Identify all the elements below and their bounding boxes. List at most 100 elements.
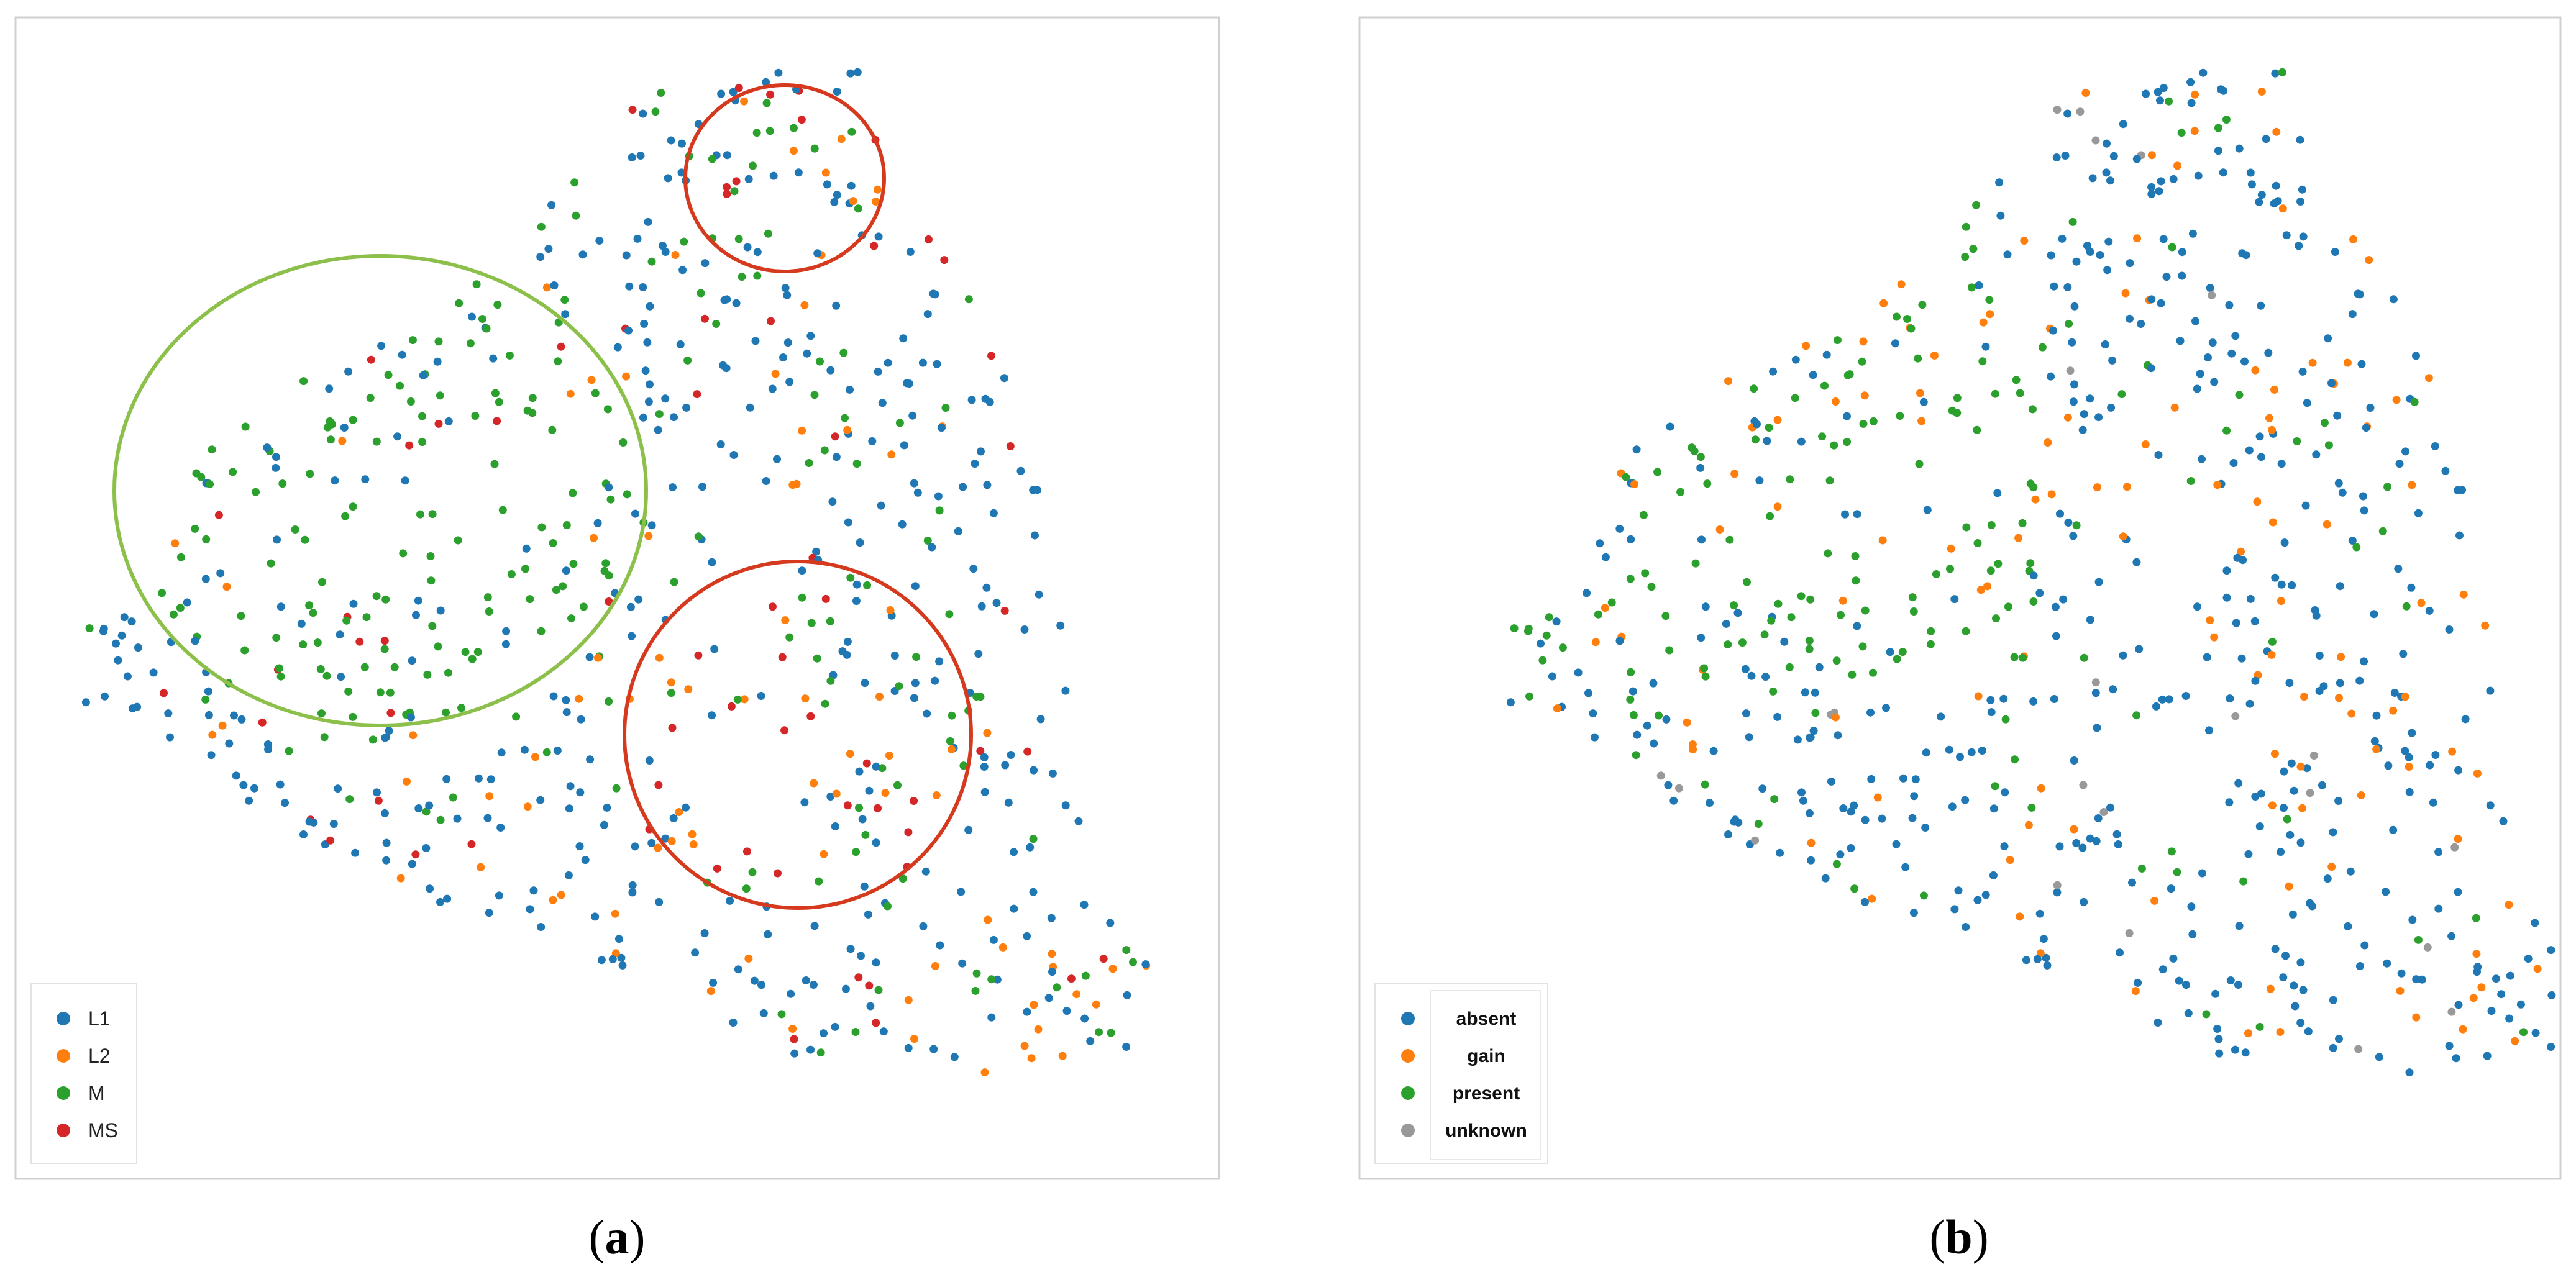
scatter-point: [647, 838, 656, 847]
scatter-point: [444, 668, 452, 677]
scatter-point: [868, 437, 877, 445]
scatter-point: [403, 777, 411, 786]
scatter-point: [2070, 756, 2078, 765]
scatter-point: [1995, 178, 2004, 187]
scatter-point: [562, 566, 570, 575]
scatter-point: [1831, 713, 1840, 722]
scatter-point: [1751, 836, 1760, 845]
scatter-point: [1967, 283, 1976, 292]
scatter-point: [655, 410, 664, 419]
scatter-point: [2079, 781, 2088, 789]
scatter-point: [2288, 910, 2297, 919]
scatter-point: [839, 348, 848, 357]
scatter-point: [849, 197, 857, 206]
scatter-point: [1946, 565, 1954, 573]
scatter-point: [2047, 251, 2055, 260]
scatter-point: [1962, 923, 1970, 931]
scatter-point: [1909, 607, 1918, 616]
scatter-point: [1992, 614, 2000, 623]
scatter-point: [382, 838, 391, 847]
scatter-point: [1524, 627, 1532, 635]
scatter-point: [376, 688, 385, 697]
scatter-point: [631, 842, 639, 851]
scatter-point: [2492, 974, 2500, 983]
scatter-point: [813, 654, 821, 663]
scatter-point: [401, 476, 409, 485]
scatter-point: [2029, 697, 2038, 706]
scatter-point: [856, 538, 864, 547]
scatter-point: [964, 825, 973, 834]
scatter-point: [2378, 527, 2387, 535]
scatter-point: [1978, 357, 1987, 366]
scatter-point: [1594, 610, 1602, 619]
scatter-point: [810, 391, 819, 399]
scatter-point: [2429, 798, 2437, 807]
legend-label-MS: MS: [88, 1119, 118, 1142]
scatter-point: [585, 653, 594, 661]
scatter-point: [1095, 1028, 1103, 1037]
scatter-point: [1506, 698, 1515, 707]
scatter-point: [2240, 357, 2249, 366]
scatter-point: [708, 558, 716, 566]
scatter-point: [654, 781, 663, 789]
scatter-point: [820, 1029, 828, 1038]
scatter-point: [618, 961, 627, 970]
scatter-point: [2283, 815, 2291, 824]
scatter-point: [436, 815, 445, 824]
scatter-point: [436, 606, 445, 615]
scatter-point: [229, 468, 237, 476]
scatter-point: [171, 539, 180, 548]
scatter-point: [639, 109, 647, 118]
scatter-point: [1898, 648, 1907, 656]
scatter-point: [523, 802, 532, 811]
scatter-point: [2298, 185, 2306, 194]
scatter-point: [865, 786, 874, 795]
scatter-point: [531, 753, 539, 761]
scatter-point: [846, 573, 855, 582]
scatter-point: [785, 633, 794, 642]
scatter-point: [647, 521, 656, 530]
scatter-point: [794, 168, 803, 177]
scatter-point: [2147, 183, 2156, 191]
scatter-point: [2324, 441, 2333, 450]
scatter-point: [1552, 617, 1561, 626]
scatter-point: [2094, 413, 2103, 422]
scatter-point: [2204, 353, 2212, 361]
legend-a: L1 L2 M MS: [30, 983, 137, 1164]
scatter-point: [1996, 211, 2005, 220]
scatter-point: [1615, 637, 1624, 645]
scatter-point: [2405, 788, 2414, 796]
scatter-point: [2426, 761, 2434, 770]
scatter-point: [495, 398, 503, 406]
scatter-point: [160, 689, 168, 697]
scatter-point: [491, 389, 500, 398]
scatter-point: [2441, 466, 2450, 475]
scatter-point: [843, 801, 852, 810]
scatter-point: [1080, 1014, 1089, 1023]
scatter-point: [2349, 235, 2357, 243]
scatter-point: [526, 905, 534, 914]
scatter-point: [2323, 874, 2332, 883]
scatter-point: [657, 89, 665, 97]
scatter-point: [843, 425, 852, 434]
scatter-point: [1962, 523, 1971, 532]
scatter-point: [1806, 595, 1815, 604]
scatter-point: [1123, 991, 1131, 999]
scatter-point: [733, 695, 742, 704]
scatter-point: [2255, 1022, 2264, 1031]
scatter-point: [272, 634, 281, 642]
scatter-point: [759, 1009, 768, 1017]
scatter-point: [2279, 973, 2288, 982]
scatter-point: [2519, 1028, 2528, 1037]
scatter-point: [810, 779, 818, 788]
scatter-point: [208, 445, 216, 454]
scatter-point: [912, 653, 921, 661]
scatter-point: [549, 896, 557, 904]
scatter-point: [2194, 171, 2203, 180]
scatter-point: [2102, 168, 2111, 177]
scatter-point: [601, 559, 610, 568]
scatter-point: [1950, 905, 1959, 914]
scatter-point: [753, 248, 762, 257]
scatter-point: [732, 177, 741, 186]
scatter-point: [2531, 1029, 2540, 1037]
